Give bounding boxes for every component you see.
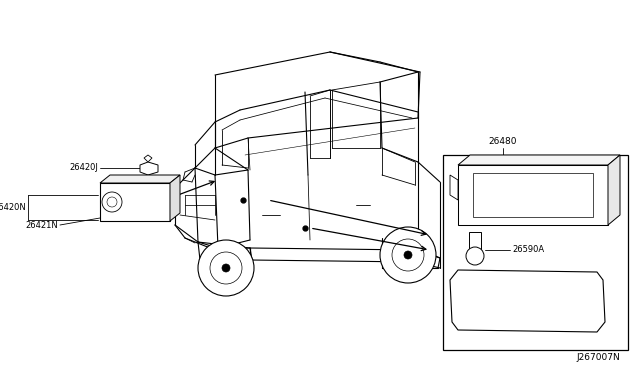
Text: J267007N: J267007N: [576, 353, 620, 362]
Text: 26420N: 26420N: [0, 202, 26, 212]
Text: 26480: 26480: [489, 137, 517, 146]
Bar: [443, 155, 628, 350]
Polygon shape: [450, 270, 605, 332]
Polygon shape: [458, 155, 620, 165]
Text: 26481: 26481: [537, 295, 563, 305]
Text: 26421N: 26421N: [25, 221, 58, 230]
Polygon shape: [144, 155, 152, 162]
Text: FRONT: FRONT: [575, 315, 604, 324]
Polygon shape: [170, 175, 180, 221]
Circle shape: [222, 264, 230, 272]
Polygon shape: [100, 175, 180, 183]
Circle shape: [198, 240, 254, 296]
Bar: [469, 232, 481, 250]
Polygon shape: [450, 175, 458, 200]
Bar: [473, 173, 593, 217]
Polygon shape: [608, 155, 620, 225]
Bar: [458, 165, 608, 225]
Bar: [100, 183, 170, 221]
Circle shape: [466, 247, 484, 265]
Circle shape: [404, 251, 412, 259]
Text: 26420J: 26420J: [69, 164, 98, 173]
Polygon shape: [140, 162, 158, 175]
Circle shape: [380, 227, 436, 283]
Text: 26590A: 26590A: [512, 246, 544, 254]
